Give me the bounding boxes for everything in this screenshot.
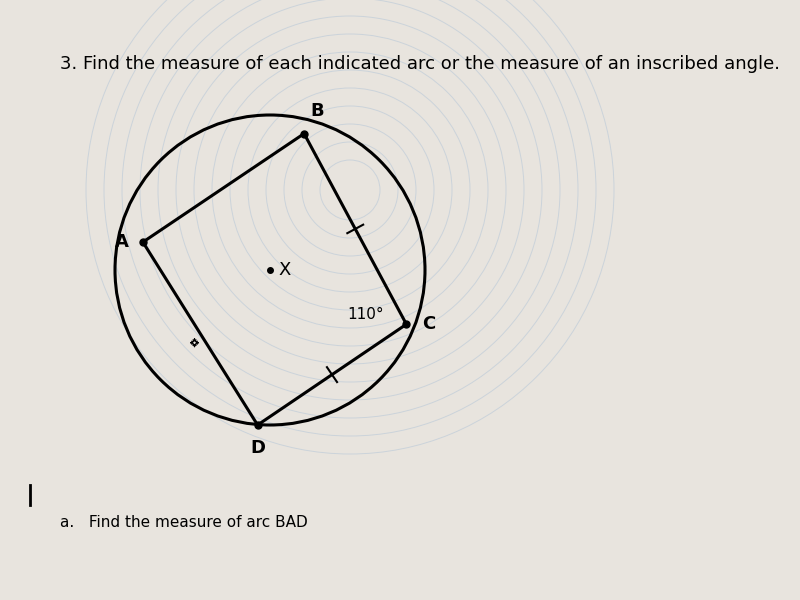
Text: 110°: 110° — [348, 307, 384, 322]
Text: A: A — [115, 233, 129, 251]
Text: a.   Find the measure of arc BAD: a. Find the measure of arc BAD — [60, 515, 308, 530]
Text: X: X — [278, 261, 290, 279]
Text: 3. Find the measure of each indicated arc or the measure of an inscribed angle.: 3. Find the measure of each indicated ar… — [60, 55, 780, 73]
Text: C: C — [422, 315, 436, 333]
Text: D: D — [250, 439, 265, 457]
Text: B: B — [310, 101, 324, 119]
